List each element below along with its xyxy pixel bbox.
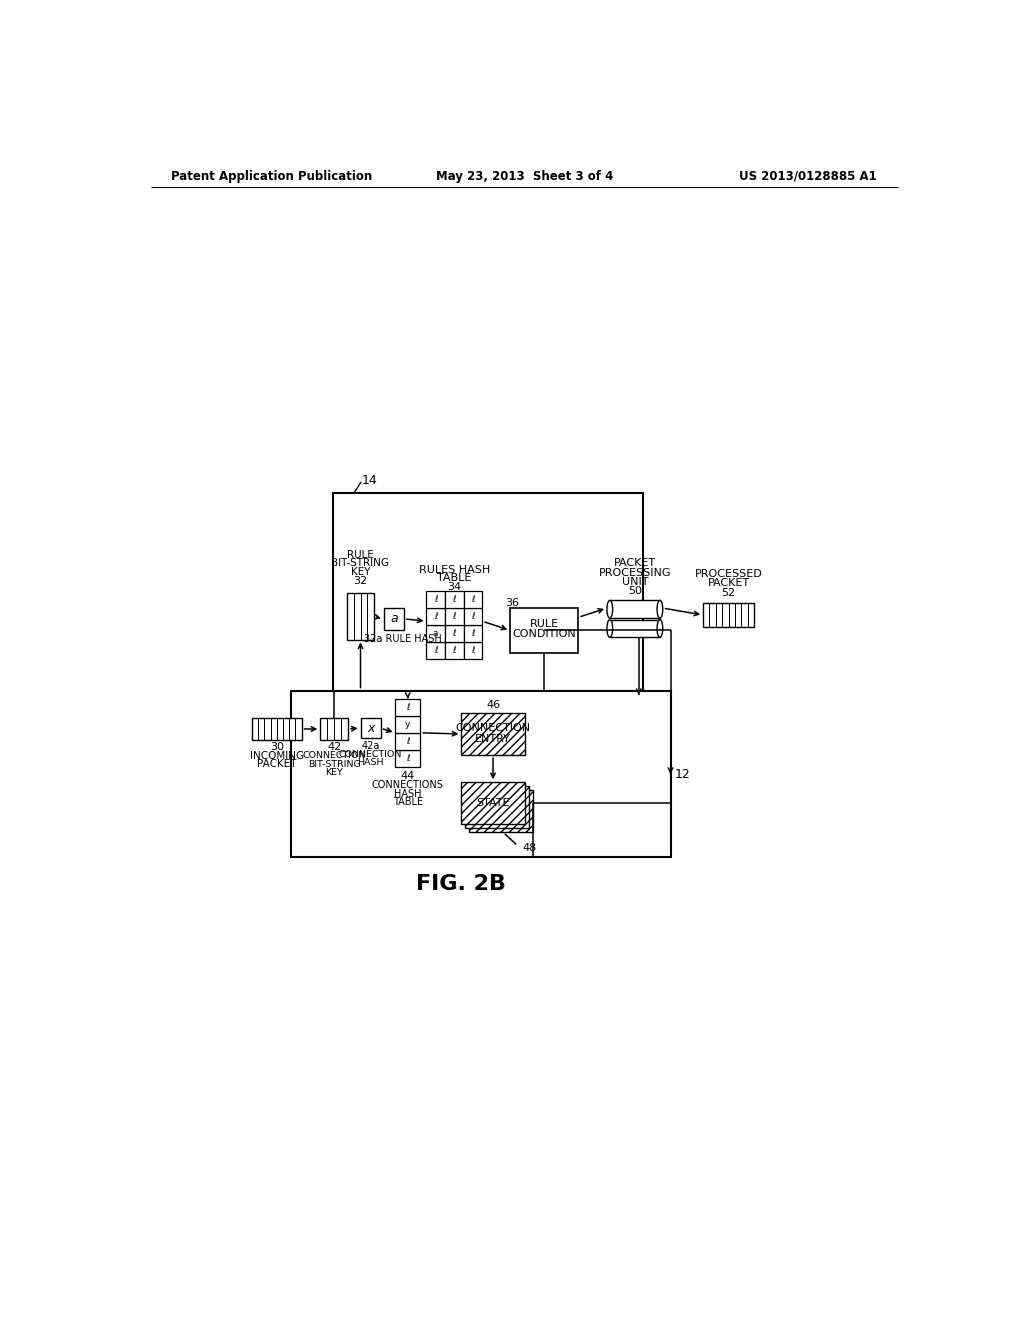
Text: US 2013/0128885 A1: US 2013/0128885 A1 — [739, 169, 877, 182]
Bar — [610, 619, 659, 638]
Text: 30: 30 — [269, 742, 284, 752]
Text: ℓ: ℓ — [471, 595, 475, 605]
Text: y: y — [406, 719, 411, 729]
Text: BIT-STRING: BIT-STRING — [332, 558, 389, 569]
Bar — [464, 609, 482, 626]
Text: 42: 42 — [327, 742, 341, 752]
Bar — [445, 591, 464, 609]
Text: ℓ: ℓ — [434, 645, 437, 655]
Text: RULE: RULE — [347, 550, 374, 560]
Text: HASH: HASH — [394, 788, 422, 799]
Bar — [464, 626, 482, 642]
Bar — [384, 609, 403, 630]
Text: ℓ: ℓ — [471, 612, 475, 620]
Text: 34: 34 — [447, 582, 462, 591]
Bar — [426, 609, 445, 626]
Text: BIT-STRING: BIT-STRING — [308, 760, 360, 768]
Ellipse shape — [657, 601, 663, 618]
Text: PACKET: PACKET — [257, 759, 297, 770]
Bar — [445, 609, 464, 626]
Text: HASH: HASH — [357, 759, 384, 767]
Bar — [469, 789, 532, 832]
Bar — [426, 642, 445, 659]
Text: a: a — [390, 612, 397, 626]
Bar — [461, 713, 524, 755]
Text: 14: 14 — [362, 474, 378, 487]
Text: ℓ: ℓ — [406, 737, 410, 746]
Text: ℓ: ℓ — [471, 645, 475, 655]
Text: KEY: KEY — [326, 768, 343, 777]
Ellipse shape — [607, 619, 612, 638]
Text: STATE: STATE — [476, 799, 510, 808]
Text: 32a RULE HASH: 32a RULE HASH — [365, 634, 442, 644]
Text: PROCESSED: PROCESSED — [694, 569, 763, 579]
Text: ℓ: ℓ — [434, 612, 437, 620]
Text: Patent Application Publication: Patent Application Publication — [171, 169, 372, 182]
Text: ENTRY: ENTRY — [475, 734, 511, 743]
Bar — [426, 591, 445, 609]
Text: CONDITION: CONDITION — [512, 630, 577, 639]
Text: UNIT: UNIT — [622, 577, 648, 587]
Bar — [252, 718, 302, 739]
Bar — [347, 594, 374, 640]
Text: ℓ: ℓ — [406, 704, 410, 711]
Text: 48: 48 — [522, 842, 537, 853]
Text: ℓ: ℓ — [406, 754, 410, 763]
Bar — [334, 492, 643, 692]
Text: ℓ: ℓ — [453, 595, 456, 605]
Bar — [461, 781, 524, 825]
Text: 46: 46 — [486, 700, 500, 710]
Bar — [395, 700, 420, 715]
Text: PACKET: PACKET — [613, 558, 656, 569]
Text: 36: 36 — [506, 598, 519, 609]
Bar — [445, 626, 464, 642]
Text: CONNECTION: CONNECTION — [456, 723, 530, 733]
Bar — [703, 603, 755, 627]
Ellipse shape — [657, 619, 663, 638]
Bar — [610, 601, 659, 618]
Text: ℓ: ℓ — [453, 612, 456, 620]
Text: 42a: 42a — [361, 741, 380, 751]
Bar — [426, 626, 445, 642]
Text: 12: 12 — [675, 767, 691, 780]
Text: PROCESSING: PROCESSING — [599, 568, 671, 578]
Text: CONNECTION: CONNECTION — [339, 750, 402, 759]
Bar — [464, 591, 482, 609]
Bar — [445, 642, 464, 659]
Text: KEY: KEY — [351, 566, 371, 577]
Text: ℓ: ℓ — [453, 645, 456, 655]
Bar — [464, 642, 482, 659]
Text: RULES HASH: RULES HASH — [419, 565, 489, 574]
Bar — [395, 733, 420, 750]
Text: TABLE: TABLE — [393, 797, 423, 807]
Bar — [360, 718, 381, 738]
Text: x: x — [367, 722, 374, 735]
Bar — [510, 609, 579, 653]
Text: CONNECTION: CONNECTION — [302, 751, 366, 760]
Text: PACKET: PACKET — [708, 578, 750, 589]
Bar — [465, 785, 528, 829]
Text: 44: 44 — [400, 771, 415, 781]
Text: 50: 50 — [628, 586, 642, 597]
Text: CONNECTIONS: CONNECTIONS — [372, 780, 443, 791]
Bar — [321, 718, 348, 739]
Text: 32: 32 — [353, 576, 368, 586]
Text: 52: 52 — [722, 587, 735, 598]
Ellipse shape — [607, 601, 612, 618]
Text: TABLE: TABLE — [437, 573, 471, 583]
Text: RULE: RULE — [529, 619, 559, 630]
Text: May 23, 2013  Sheet 3 of 4: May 23, 2013 Sheet 3 of 4 — [436, 169, 613, 182]
Bar — [395, 715, 420, 733]
Text: a: a — [433, 630, 438, 638]
Text: ℓ: ℓ — [434, 595, 437, 605]
Bar — [291, 692, 671, 857]
Text: ℓ: ℓ — [471, 630, 475, 638]
Text: FIG. 2B: FIG. 2B — [416, 874, 506, 894]
Text: INCOMING: INCOMING — [250, 751, 304, 760]
Bar — [395, 750, 420, 767]
Text: ℓ: ℓ — [453, 630, 456, 638]
